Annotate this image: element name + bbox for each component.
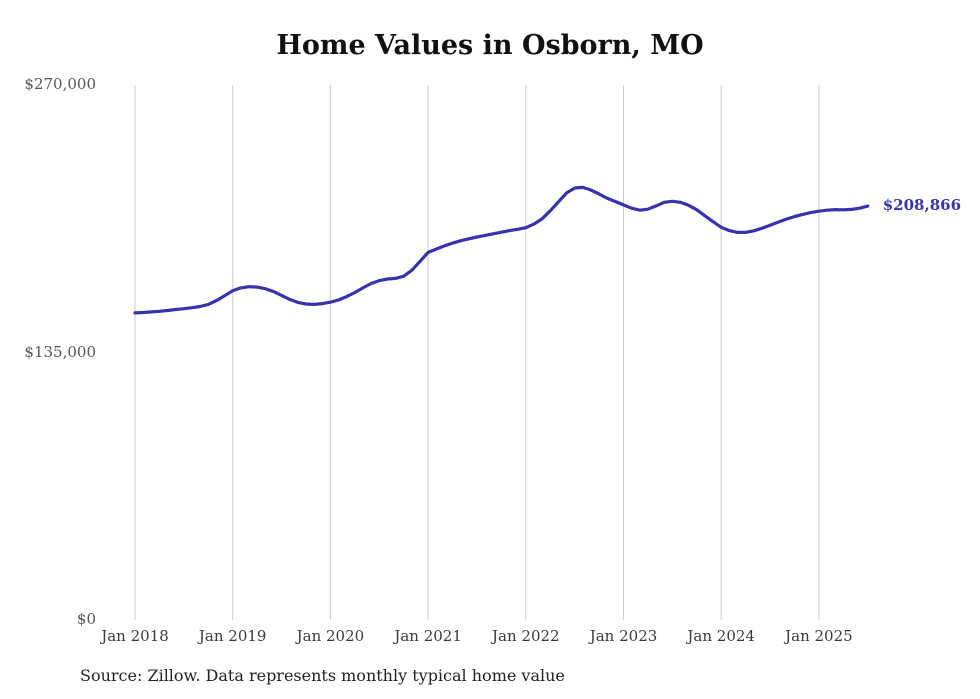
x-tick-label: Jan 2022 (492, 627, 560, 645)
y-tick-label: $0 (76, 610, 96, 628)
x-tick-label: Jan 2019 (198, 627, 267, 645)
home-value-line (133, 185, 870, 315)
x-tick-label: Jan 2021 (394, 627, 462, 645)
latest-value-label: $208,866 (882, 196, 962, 215)
chart-title: Home Values in Osborn, MO (276, 30, 704, 61)
x-tick-label: Jan 2025 (785, 627, 853, 645)
x-tick-label: Jan 2020 (296, 627, 365, 645)
source-note: Source: Zillow. Data represents monthly … (80, 666, 565, 685)
x-tick-label: Jan 2018 (101, 627, 169, 645)
y-tick-label: $135,000 (24, 342, 96, 361)
x-tick-label: Jan 2024 (687, 627, 755, 645)
y-tick-label: $270,000 (24, 75, 96, 93)
x-tick-label: Jan 2023 (589, 627, 658, 645)
